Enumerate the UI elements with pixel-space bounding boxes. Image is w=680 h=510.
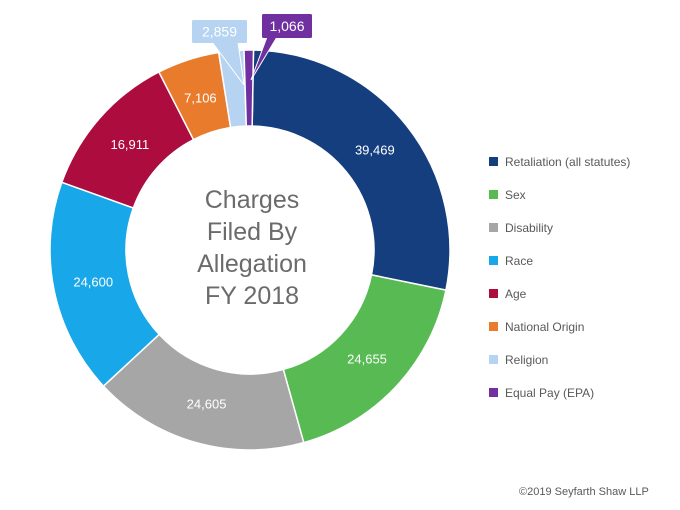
legend-label-race: Race (505, 253, 534, 268)
legend-item-race: Race (489, 253, 630, 268)
legend-swatch-disability (489, 223, 498, 232)
legend-swatch-race (489, 256, 498, 265)
center-title-line: Allegation (197, 250, 307, 278)
legend-label-retaliation: Retaliation (all statutes) (505, 154, 631, 169)
legend-item-sex: Sex (489, 187, 630, 202)
legend-item-national-origin: National Origin (489, 319, 630, 334)
chart-center-title: Charges Filed By Allegation FY 2018 (120, 184, 384, 312)
callout-value-label-equal-pay: 1,066 (269, 18, 304, 34)
pie-slice-retaliation (251, 49, 451, 291)
slice-value-label-sex: 24,655 (347, 352, 387, 367)
copyright-text: ©2019 Seyfarth Shaw LLP (519, 486, 649, 498)
callout-box-equal-pay (262, 14, 312, 38)
slice-value-label-retaliation: 39,469 (355, 142, 395, 157)
legend-label-equal-pay: Equal Pay (EPA) (505, 385, 595, 400)
callout-box-religion (192, 20, 247, 43)
legend-swatch-age (489, 289, 498, 298)
legend-label-disability: Disability (505, 220, 554, 235)
legend-swatch-sex (489, 190, 498, 199)
center-title-line: FY 2018 (204, 282, 300, 310)
legend-swatch-national-origin (489, 322, 498, 331)
legend-label-age: Age (505, 286, 527, 301)
legend-label-national-origin: National Origin (505, 319, 585, 334)
callout-value-label-religion: 2,859 (202, 23, 237, 39)
legend-swatch-religion (489, 355, 498, 364)
center-title-line: Filed By (206, 218, 298, 246)
legend-item-religion: Religion (489, 352, 630, 367)
legend-label-sex: Sex (505, 187, 526, 202)
slice-value-label-national-origin: 7,106 (184, 90, 217, 105)
chart-legend: Retaliation (all statutes) Sex Disability R… (489, 155, 630, 419)
legend-swatch-equal-pay (489, 388, 498, 397)
slice-value-label-disability: 24,605 (187, 397, 227, 412)
slice-value-label-race: 24,600 (73, 275, 113, 290)
legend-item-age: Age (489, 286, 630, 301)
pie-slice-equal-pay (243, 49, 255, 127)
legend-item-retaliation: Retaliation (all statutes) (489, 154, 631, 169)
legend-label-religion: Religion (505, 352, 549, 367)
legend-swatch-retaliation (489, 157, 498, 166)
legend-item-disability: Disability (489, 220, 630, 235)
slice-value-label-age: 16,911 (110, 137, 149, 152)
center-title-line: Charges (204, 186, 300, 214)
legend-item-equal-pay: Equal Pay (EPA) (489, 385, 630, 400)
